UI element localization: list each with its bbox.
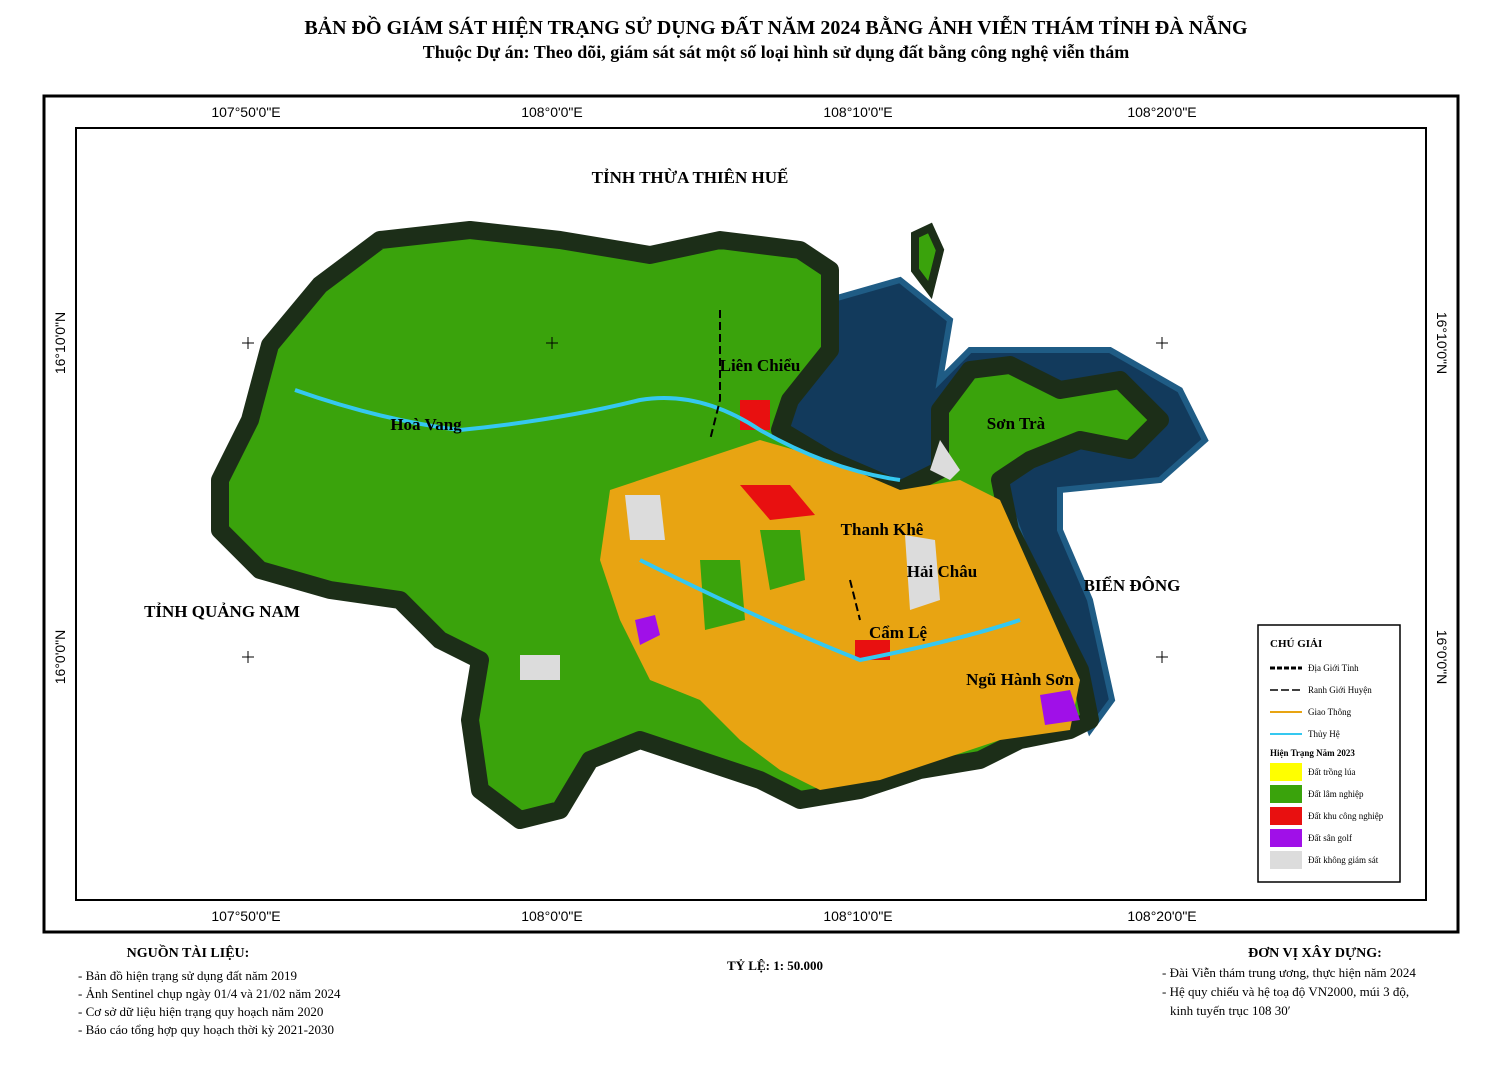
source-item: - Báo cáo tổng hợp quy hoạch thời kỳ 202… bbox=[78, 1022, 334, 1037]
legend-title: CHÚ GIẢI bbox=[1270, 638, 1322, 650]
scale: TỶ LỆ: 1: 50.000 bbox=[727, 958, 823, 973]
lon-label: 108°20'0"E bbox=[1127, 908, 1196, 924]
place-label: BIỂN ĐÔNG bbox=[1084, 576, 1181, 595]
source-item: - Ảnh Sentinel chụp ngày 01/4 và 21/02 n… bbox=[78, 986, 341, 1001]
lon-label: 108°10'0"E bbox=[823, 104, 892, 120]
island bbox=[911, 222, 945, 300]
outer-frame bbox=[42, 94, 1460, 934]
forest-patch bbox=[700, 530, 805, 630]
sources-title: NGUỒN TÀI LIỆU: bbox=[127, 943, 250, 961]
lon-label: 107°50'0"E bbox=[211, 908, 280, 924]
river bbox=[639, 558, 1021, 663]
lon-label: 108°0'0"E bbox=[521, 908, 583, 924]
lon-label: 108°20'0"E bbox=[1127, 104, 1196, 120]
builder-item: kinh tuyến trục 108 30′ bbox=[1170, 1003, 1291, 1018]
lon-label: 108°0'0"E bbox=[521, 104, 583, 120]
place-label: Liên Chiểu bbox=[720, 356, 801, 375]
lat-label: 16°10'0"N bbox=[1434, 312, 1450, 374]
title: BẢN ĐỒ GIÁM SÁT HIỆN TRẠNG SỬ DỤNG ĐẤT N… bbox=[304, 14, 1248, 39]
river bbox=[294, 388, 901, 482]
source-item: - Bản đồ hiện trạng sử dụng đất năm 2019 bbox=[78, 968, 297, 983]
legend-label: Thủy Hệ bbox=[1308, 729, 1340, 739]
builder-title: ĐƠN VỊ XÂY DỰNG: bbox=[1248, 944, 1382, 961]
source-item: - Cơ sở dữ liệu hiện trạng quy hoạch năm… bbox=[78, 1004, 323, 1019]
place-label: Thanh Khê bbox=[841, 520, 924, 539]
builder-item: - Hệ quy chiếu và hệ toạ độ VN2000, múi … bbox=[1162, 984, 1409, 999]
place-label: Hoà Vang bbox=[390, 415, 462, 434]
legend-label: Giao Thông bbox=[1308, 707, 1352, 717]
builder-item: - Đài Viễn thám trung ương, thực hiện nă… bbox=[1162, 965, 1416, 980]
place-label: Sơn Trà bbox=[987, 414, 1046, 433]
legend-section: Hiện Trạng Năm 2023 bbox=[1270, 748, 1355, 758]
lat-label: 16°0'0"N bbox=[1434, 630, 1450, 685]
district-boundary bbox=[709, 310, 861, 621]
legend-label: Ranh Giới Huyện bbox=[1308, 685, 1372, 695]
lon-label: 107°50'0"E bbox=[211, 104, 280, 120]
place-label: TỈNH THỪA THIÊN HUẾ bbox=[592, 168, 789, 187]
urban-area bbox=[600, 440, 1080, 790]
legend-label: Đất trồng lúa bbox=[1308, 767, 1356, 777]
legend: CHÚ GIẢI Địa Giới Tỉnh Ranh Giới Huyện G… bbox=[1257, 624, 1401, 883]
legend-label: Đất sân golf bbox=[1308, 833, 1352, 843]
lat-label: 16°0'0"N bbox=[52, 630, 68, 685]
place-label: Ngũ Hành Sơn bbox=[966, 670, 1074, 689]
lon-label: 108°10'0"E bbox=[823, 908, 892, 924]
place-label: Cẩm Lệ bbox=[869, 623, 928, 642]
place-label: Hải Châu bbox=[907, 562, 977, 581]
place-label: TỈNH QUẢNG NAM bbox=[144, 602, 300, 621]
lat-label: 16°10'0"N bbox=[52, 312, 68, 374]
legend-label: Địa Giới Tỉnh bbox=[1308, 663, 1359, 673]
legend-label: Đất lâm nghiệp bbox=[1308, 789, 1364, 799]
legend-label: Đất khu công nghiệp bbox=[1308, 811, 1384, 821]
subtitle: Thuộc Dự án: Theo dõi, giám sát sát một … bbox=[423, 42, 1129, 62]
legend-label: Đất không giám sát bbox=[1308, 855, 1379, 865]
unmonitored-area bbox=[520, 440, 960, 680]
graticule-crosses bbox=[242, 337, 1168, 663]
